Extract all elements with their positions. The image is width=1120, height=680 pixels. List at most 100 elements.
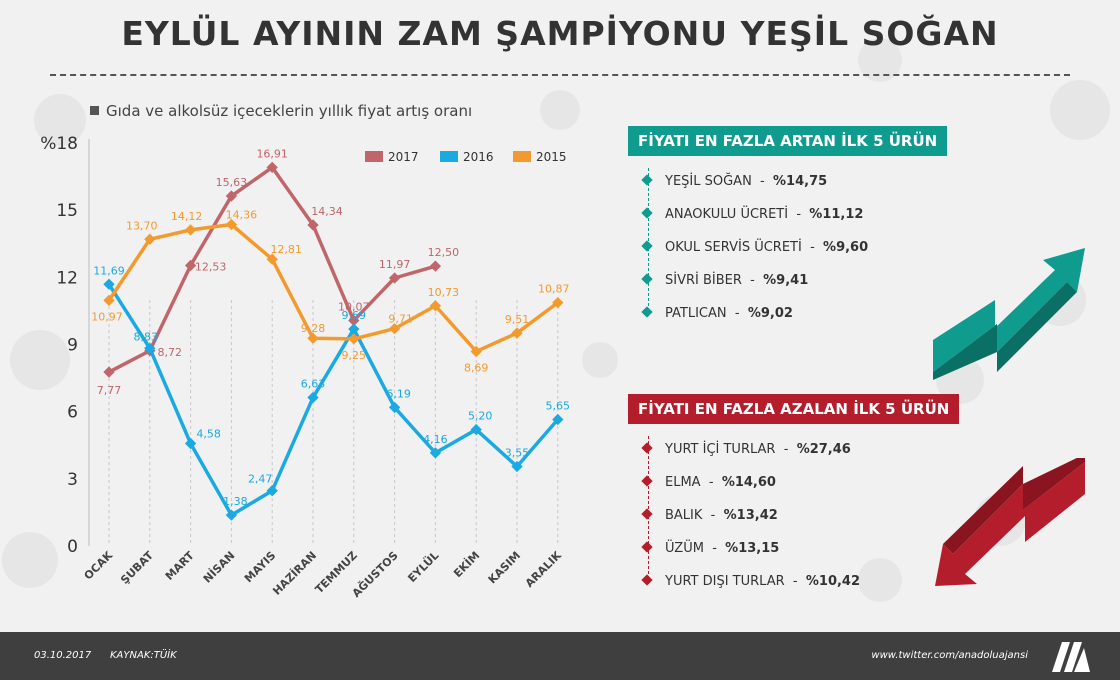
y-tick-label: 0	[67, 537, 78, 557]
footer-source: KAYNAK:TÜİK	[110, 650, 177, 661]
x-tick-label: EYLÜL	[405, 548, 442, 585]
title-divider	[50, 74, 1070, 76]
y-tick-label: %18	[40, 134, 78, 154]
list-item: SİVRİ BİBER - %9,41	[641, 271, 809, 291]
data-point	[225, 190, 238, 202]
series-line-2016	[107, 283, 560, 517]
data-point	[511, 327, 523, 339]
chart-subtitle-text: Gıda ve alkolsüz içeceklerin yıllık fiya…	[106, 102, 473, 120]
diamond-icon	[641, 508, 653, 520]
diamond-icon	[641, 207, 653, 219]
data-point	[388, 322, 401, 335]
x-tick-label: HAZİRAN	[270, 548, 319, 597]
data-label: 12,81	[270, 243, 302, 256]
data-point	[429, 260, 442, 272]
diamond-icon	[641, 174, 653, 186]
data-point	[552, 413, 564, 426]
data-point	[388, 401, 401, 414]
data-point	[184, 259, 197, 272]
diamond-icon	[641, 574, 653, 586]
data-label: 10,97	[91, 310, 123, 323]
data-label: 6,19	[386, 387, 411, 400]
data-point	[144, 233, 156, 245]
data-label: 12,53	[195, 260, 227, 273]
list-item: ANAOKULU ÜCRETİ - %11,12	[641, 205, 864, 225]
data-point	[348, 333, 360, 345]
item-name: ELMA	[665, 475, 701, 490]
y-tick-label: 12	[56, 268, 78, 288]
item-value: %13,15	[725, 541, 780, 556]
data-label: 4,16	[423, 433, 448, 446]
top5-down-title: FİYATI EN FAZLA AZALAN İLK 5 ÜRÜN	[628, 394, 960, 424]
item-name: PATLICAN	[665, 306, 727, 321]
diamond-icon	[641, 273, 653, 285]
data-point	[429, 300, 442, 312]
item-value: %14,75	[773, 174, 828, 189]
anadolu-logo-icon	[1052, 642, 1090, 672]
list-item: YURT DIŞI TURLAR - %10,42	[641, 572, 861, 592]
data-point	[307, 391, 319, 404]
x-tick-label: EKİM	[450, 548, 482, 580]
data-label: 4,58	[196, 427, 221, 440]
data-point	[144, 342, 156, 354]
data-point	[225, 218, 238, 231]
item-value: %9,60	[823, 240, 869, 255]
data-label: 15,63	[216, 176, 248, 189]
item-value: %10,42	[805, 574, 861, 589]
data-label: 13,70	[126, 219, 158, 232]
footer-twitter-link[interactable]: www.twitter.com/anadoluajansi	[871, 650, 1028, 661]
data-label: 11,69	[93, 264, 125, 277]
data-label: 9,25	[342, 349, 367, 362]
background-pattern	[2, 38, 1110, 602]
data-label: 14,12	[171, 210, 203, 223]
data-label: 10,07	[338, 301, 370, 314]
list-item: ELMA - %14,60	[641, 473, 776, 493]
data-point	[266, 253, 278, 265]
data-point	[388, 272, 401, 284]
data-label: 5,20	[468, 410, 493, 423]
subtitle-square-icon	[90, 106, 99, 115]
item-value: %9,41	[763, 273, 809, 288]
data-label: 2,47	[248, 473, 273, 486]
diamond-icon	[641, 240, 653, 252]
data-label: 14,34	[311, 205, 343, 218]
data-point	[511, 460, 523, 473]
item-value: %27,46	[796, 442, 851, 457]
item-name: YURT İÇİ TURLAR	[665, 442, 776, 457]
legend-swatch	[513, 151, 531, 162]
list-item: PATLICAN - %9,02	[641, 304, 793, 324]
data-point	[225, 509, 238, 521]
list-item: OKUL SERVİS ÜCRETİ - %9,60	[641, 238, 869, 258]
series-line-2015	[107, 222, 559, 354]
item-name: ANAOKULU ÜCRETİ	[665, 207, 789, 222]
item-value: %11,12	[809, 207, 864, 222]
data-label: 9,69	[342, 309, 367, 322]
legend-label: 2015	[536, 150, 567, 164]
data-point	[266, 161, 278, 174]
x-tick-label: ŞUBAT	[118, 549, 156, 587]
x-tick-label: ARALIK	[523, 549, 564, 590]
data-label: 6,63	[301, 378, 326, 391]
data-point	[307, 332, 319, 344]
x-tick-label: KASIM	[486, 549, 523, 586]
legend-label: 2016	[463, 150, 494, 164]
item-name: OKUL SERVİS ÜCRETİ	[665, 240, 802, 255]
data-label: 7,77	[97, 384, 122, 397]
data-point	[429, 447, 442, 459]
list-item: YEŞİL SOĞAN - %14,75	[641, 172, 828, 192]
data-point	[184, 437, 197, 450]
data-label: 1,38	[223, 495, 248, 508]
chart-subtitle: Gıda ve alkolsüz içeceklerin yıllık fiya…	[90, 102, 472, 120]
line-chart: 0 3 6 9 12 15 %18 OCAK ŞUBAT MART NİSAN MAYISHAZİRA…	[40, 134, 570, 600]
item-name: YEŞİL SOĞAN	[665, 174, 752, 189]
data-point	[348, 323, 360, 335]
x-tick-label: OCAK	[82, 549, 116, 583]
falling-arrow-icon	[935, 458, 1085, 586]
x-tick-label: NİSAN	[200, 548, 237, 585]
item-value: %14,60	[721, 475, 776, 490]
legend-label: 2017	[388, 150, 419, 164]
data-point	[470, 423, 482, 436]
legend-swatch	[440, 151, 458, 162]
data-label: 9,28	[301, 322, 326, 335]
item-value: %13,42	[723, 508, 778, 523]
